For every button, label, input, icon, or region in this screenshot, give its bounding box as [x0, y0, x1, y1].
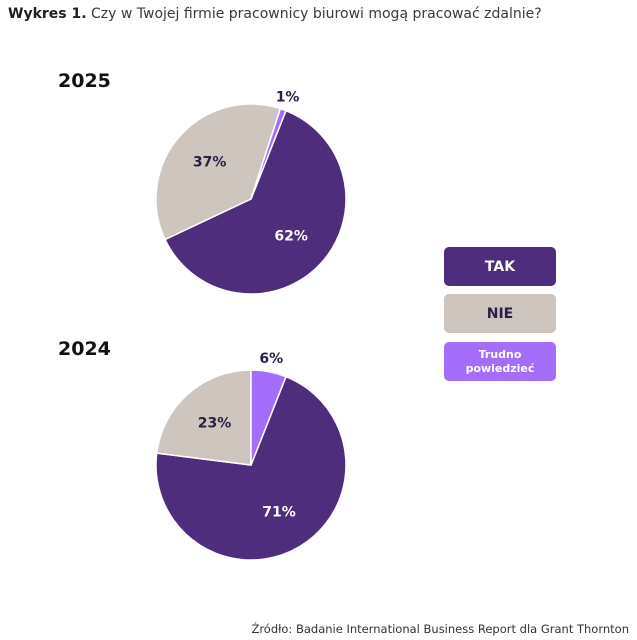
source-note: Źródło: Badanie International Business R…: [251, 622, 629, 636]
pie-2024: 71% 23% 6%: [155, 351, 347, 561]
pie-2024-label-tak: 71%: [262, 504, 296, 520]
legend-item-nie: NIE: [444, 294, 556, 333]
pie-2024-label-nie: 23%: [198, 416, 232, 432]
pie-2024-label-trudno: 6%: [259, 351, 283, 367]
pie-2025-slice-nie: [155, 103, 282, 241]
legend-item-tak: TAK: [444, 247, 556, 286]
pie-2025: 62% 37% 1%: [155, 89, 347, 295]
figure-label: Wykres 1.: [8, 6, 87, 22]
pie-2024-slice-nie: [155, 369, 252, 466]
legend-label-trudno: Trudno powiedzieć: [465, 347, 535, 375]
chart-header: Wykres 1. Czy w Twojej firmie pracownicy…: [8, 6, 542, 22]
pie-2025-label-nie: 37%: [193, 155, 227, 171]
pie-2024-slice-trudno: [250, 369, 287, 466]
pie-title-2024: 2024: [58, 338, 111, 360]
pie-2025-label-tak: 62%: [274, 229, 308, 245]
pie-2025-slice-trudno: [250, 107, 287, 200]
legend-label-nie: NIE: [486, 305, 514, 322]
pie-2025-slice-tak: [164, 109, 347, 295]
pie-2024-slice-tak: [155, 375, 347, 561]
pie-title-2025: 2025: [58, 70, 111, 92]
legend-label-tak: TAK: [484, 258, 516, 275]
pie-2025-label-trudno: 1%: [276, 89, 300, 105]
legend-item-trudno: Trudno powiedzieć: [444, 342, 556, 381]
figure-question: Czy w Twojej firmie pracownicy biurowi m…: [91, 6, 542, 22]
